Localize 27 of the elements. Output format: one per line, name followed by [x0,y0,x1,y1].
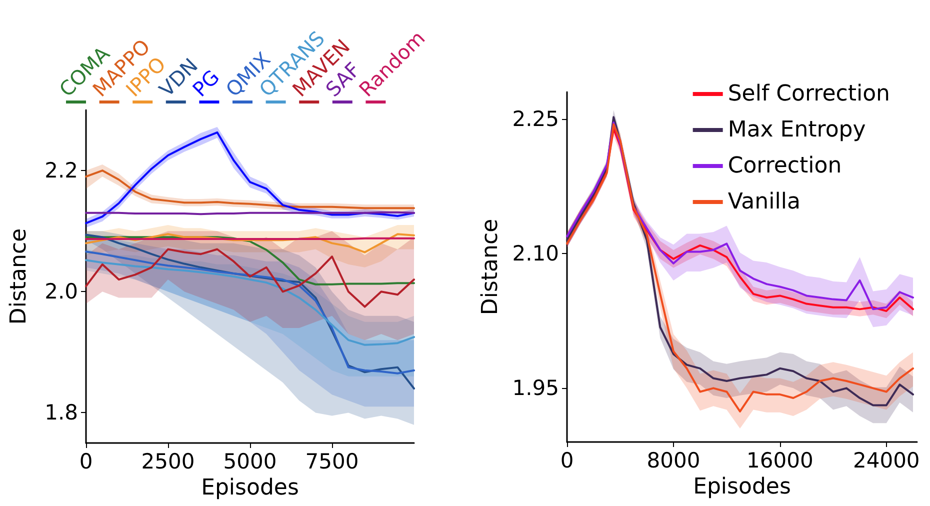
x-tick-label: 16000 [746,448,814,472]
x-tick-label: 5000 [223,450,277,474]
line-series [85,259,415,346]
legend-label: Max Entropy [728,118,866,142]
line-series [85,236,415,286]
x-axis-title: Episodes [201,475,299,500]
legend-label: Correction [728,154,842,178]
x-tick-label: 2500 [141,450,195,474]
x-tick-label: 8000 [646,448,700,472]
legend-label: Self Correction [728,82,890,106]
line-series [85,233,415,254]
line-series [85,248,415,308]
x-tick-label: 24000 [852,448,920,472]
y-axis-title: Distance [6,228,32,325]
x-axis-title: Episodes [693,474,791,500]
y-axis-title: Distance [478,218,503,316]
legend-label: Vanilla [728,190,800,214]
y-tick-label: 1.95 [512,376,559,400]
y-tick-label: 2.2 [44,158,78,183]
line-series [85,170,415,210]
x-tick-label: 7500 [305,450,359,474]
x-tick-label: 0 [560,448,574,472]
y-tick-label: 2.0 [44,280,78,304]
y-tick-label: 1.8 [44,400,78,425]
y-tick-label: 2.25 [512,106,559,131]
x-tick-label: 0 [79,450,93,474]
y-tick-label: 2.10 [512,242,559,266]
